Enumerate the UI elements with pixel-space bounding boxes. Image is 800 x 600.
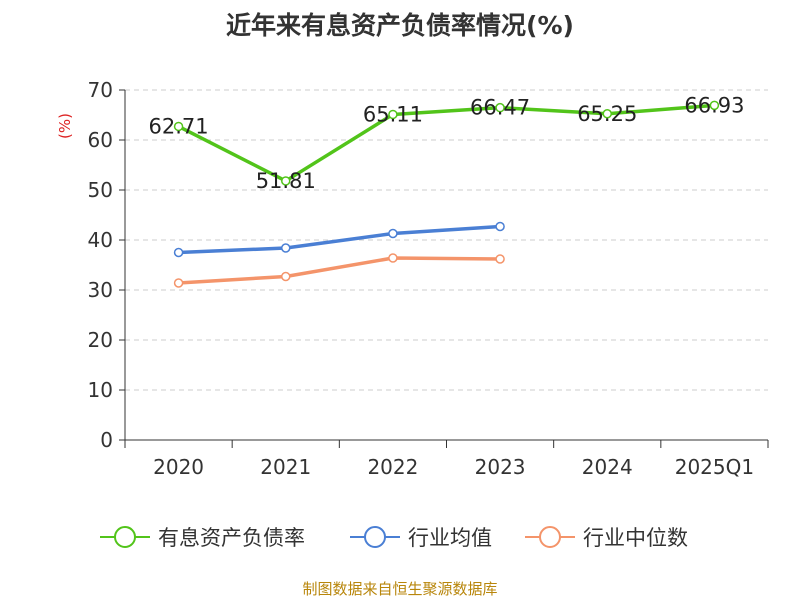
data-point-1-0	[173, 247, 184, 258]
data-point-2-0	[173, 278, 184, 288]
data-point-0-0	[173, 121, 184, 132]
series-line-1	[178, 224, 501, 255]
y-tick-label: 0	[100, 428, 113, 452]
y-axis-label: (%)	[56, 113, 74, 139]
data-label: 65.11	[363, 102, 423, 126]
y-tick-label: 30	[88, 278, 113, 302]
data-point-2-2	[388, 253, 398, 263]
data-label: 66.47	[470, 96, 530, 120]
x-tick-label: 2020	[153, 455, 204, 479]
data-label: 65.25	[577, 102, 637, 126]
legend-marker-1	[364, 526, 386, 548]
data-label: 62.71	[149, 114, 209, 138]
data-point-2-1	[281, 271, 291, 282]
data-label: 51.81	[256, 169, 316, 193]
data-label: 66.93	[684, 93, 744, 117]
chart-title: 近年来有息资产负债率情况(%)	[226, 11, 574, 40]
x-tick-label: 2022	[367, 455, 418, 479]
data-point-0-2	[388, 109, 398, 120]
data-point-0-1	[281, 176, 291, 186]
legend-marker-2	[539, 526, 561, 548]
y-tick-label: 20	[88, 328, 113, 352]
x-tick-label: 2023	[475, 455, 526, 479]
y-tick-label: 50	[88, 178, 113, 202]
data-point-0-4	[602, 109, 612, 119]
legend-label: 行业均值	[408, 526, 492, 550]
y-tick-label: 70	[88, 78, 113, 102]
data-point-1-2	[388, 228, 398, 239]
legend-label: 有息资产负债率	[158, 526, 305, 550]
legend-label: 行业中位数	[583, 526, 688, 550]
y-tick-label: 40	[88, 228, 113, 252]
data-point-2-3	[495, 254, 505, 264]
x-tick-label: 2024	[582, 455, 633, 479]
data-point-0-3	[495, 102, 505, 113]
x-tick-label: 2025Q1	[675, 455, 754, 479]
data-point-0-5	[709, 100, 720, 111]
y-tick-label: 10	[88, 378, 113, 402]
y-tick-label: 60	[88, 128, 113, 152]
series-line-2	[178, 256, 501, 285]
data-point-1-1	[281, 243, 291, 253]
data-point-1-3	[495, 221, 505, 232]
source-note: 制图数据来自恒生聚源数据库	[302, 580, 498, 598]
x-tick-label: 2021	[260, 455, 311, 479]
legend-marker-0	[114, 526, 136, 548]
series-line-0	[177, 103, 715, 183]
